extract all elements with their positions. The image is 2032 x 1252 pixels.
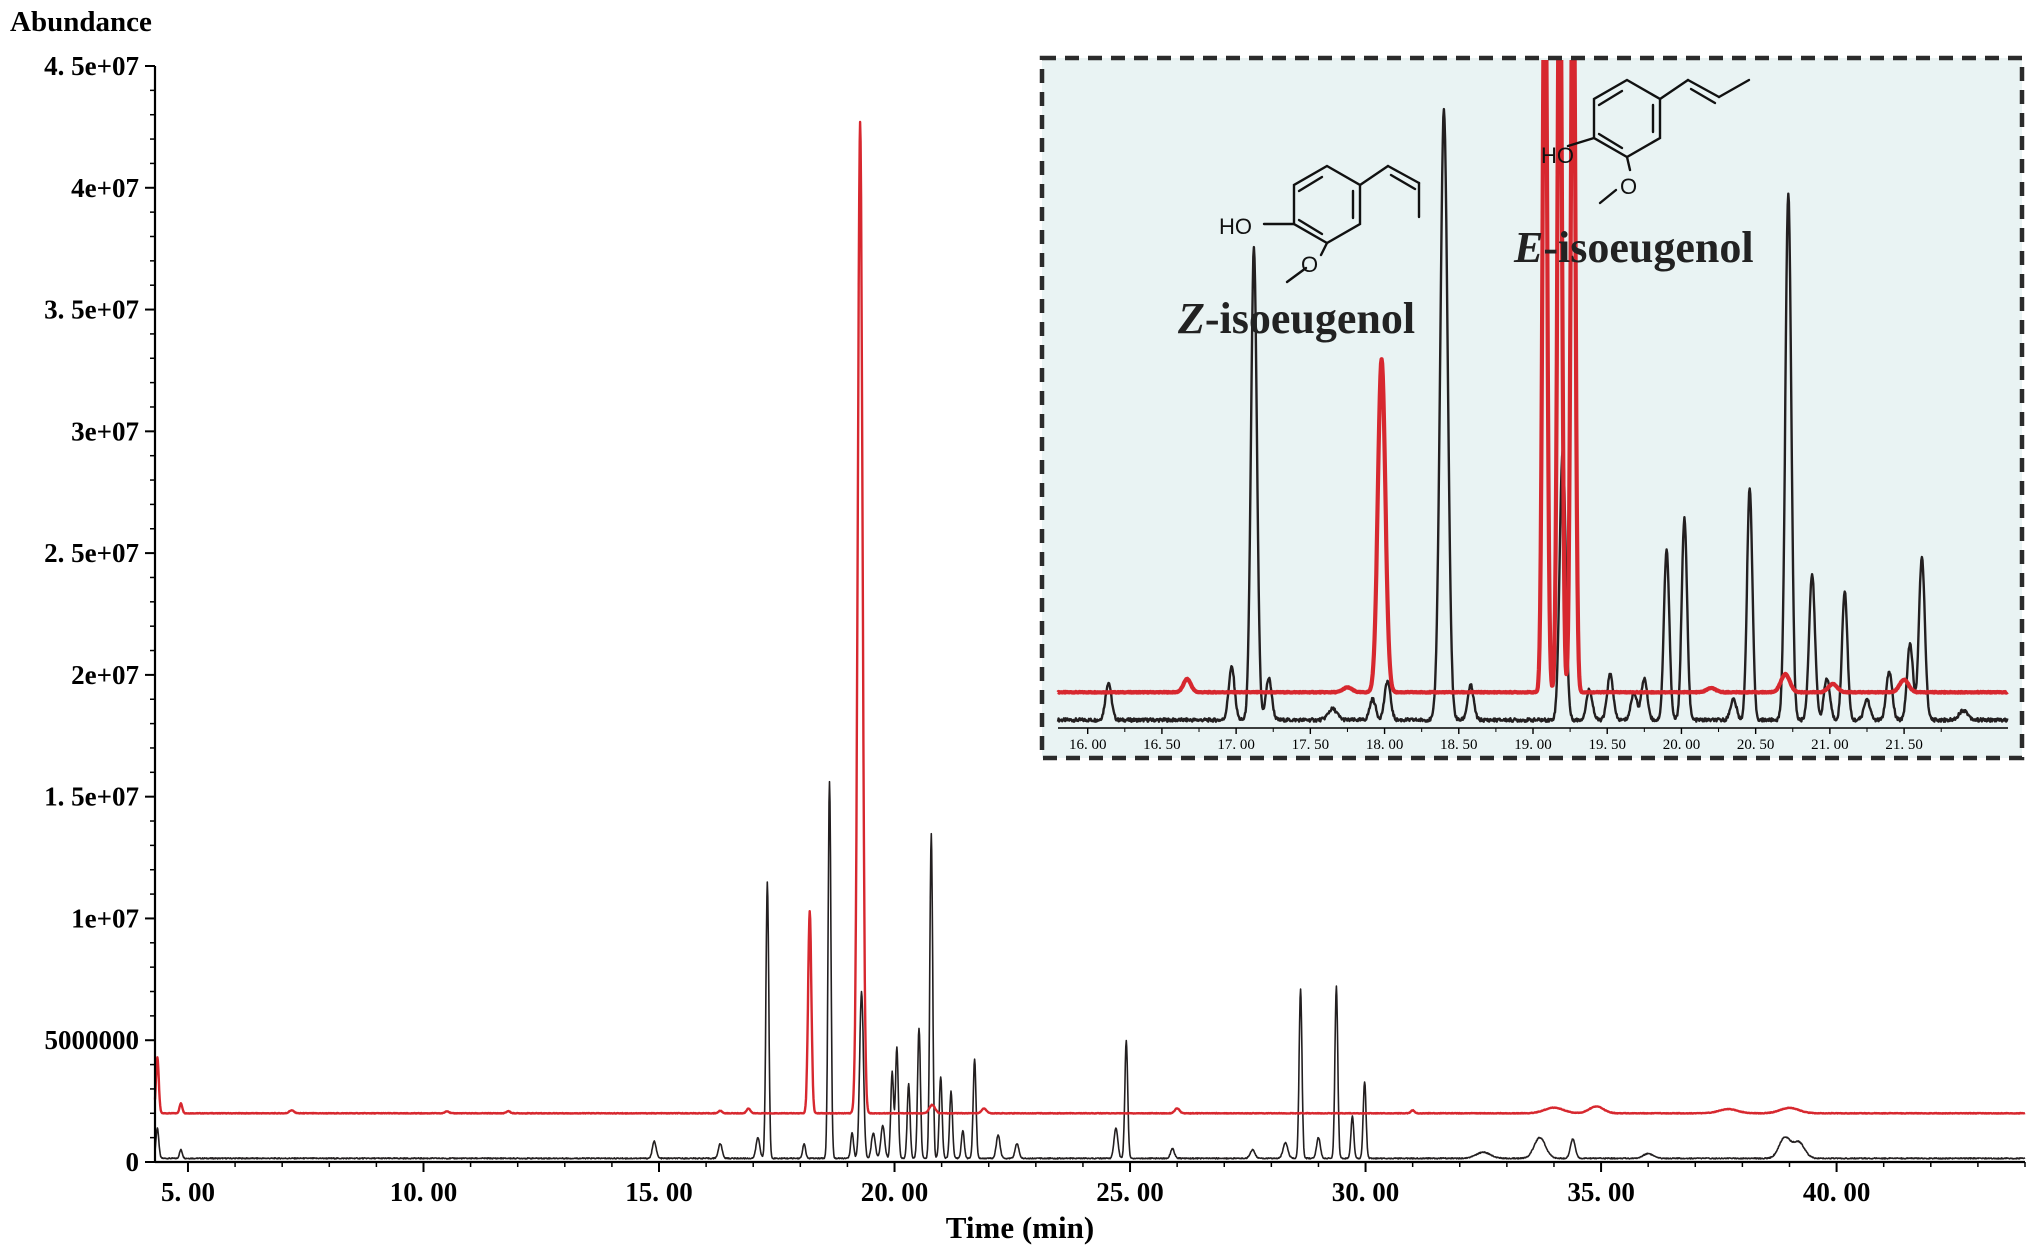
e-suffix: -isoeugenol (1543, 223, 1753, 272)
y-tick-label: 3e+07 (71, 416, 139, 446)
x-tick-label: 30. 00 (1332, 1177, 1400, 1207)
inset-x-tick-label: 20. 00 (1663, 737, 1701, 753)
e-vinyl-bond (1658, 78, 1690, 101)
y-tick-label: 1e+07 (71, 903, 139, 933)
inset-x-tick-label: 17. 00 (1217, 737, 1255, 753)
y-tick-label: 1. 5e+07 (44, 782, 139, 812)
inset-x-tick-label: 18. 00 (1366, 737, 1404, 753)
z-vinyl-bond (1358, 164, 1390, 187)
e-double-bond-1 (1597, 89, 1624, 107)
z-isoeugenol-structure (1262, 164, 1421, 284)
inset-x-axis-ticks: 16. 00 16. 50 17. 00 17. 50 18. 00 18. 50 19. … (1069, 728, 1942, 753)
z-double-bond-1 (1297, 175, 1324, 193)
z-alkene-second (1389, 173, 1417, 191)
z-o-bond (1319, 241, 1329, 257)
z-methoxy-bond (1285, 266, 1308, 284)
x-tick-label: 15. 00 (625, 1177, 693, 1207)
e-hydroxyl-label: HO (1541, 143, 1574, 168)
inset-x-tick-label: 17. 50 (1292, 737, 1330, 753)
e-letter: E (1513, 223, 1543, 272)
x-tick-label: 10. 00 (390, 1177, 458, 1207)
e-methoxy-o-label: O (1620, 174, 1637, 199)
inset-x-tick-label: 21. 50 (1885, 737, 1923, 753)
e-isoeugenol-label: E-isoeugenol (1513, 223, 1754, 272)
x-axis-label: Time (min) (946, 1210, 1094, 1245)
red-sample-trace (153, 120, 2026, 1115)
x-tick-label: 20. 00 (861, 1177, 929, 1207)
inset-x-tick-label: 19. 00 (1514, 737, 1552, 753)
z-double-bond-3 (1297, 218, 1324, 236)
z-suffix: -isoeugenol (1205, 294, 1415, 343)
inset-x-tick-label: 21. 00 (1811, 737, 1849, 753)
z-letter: Z (1177, 294, 1205, 343)
inset-background (1042, 58, 2022, 758)
e-o-bond (1625, 155, 1632, 172)
z-hydroxyl-label: HO (1219, 214, 1252, 239)
e-methyl (1717, 78, 1751, 99)
x-tick-label: 35. 00 (1567, 1177, 1635, 1207)
e-isoeugenol-structure (1566, 78, 1751, 205)
y-tick-label: 4. 5e+07 (44, 51, 139, 81)
inset-x-tick-label: 16. 00 (1069, 737, 1107, 753)
y-tick-label: 2. 5e+07 (44, 538, 139, 568)
y-tick-label: 4e+07 (71, 173, 139, 203)
inset-x-tick-label: 16. 50 (1143, 737, 1181, 753)
inset-traces (1056, 60, 2009, 723)
e-methoxy-bond (1598, 188, 1618, 205)
inset-panel: 16. 00 16. 50 17. 00 17. 50 18. 00 18. 50 19. … (1039, 55, 2025, 761)
black-sample-trace (154, 780, 2026, 1160)
e-alkene (1686, 78, 1721, 99)
y-tick-label: 5000000 (45, 1025, 140, 1055)
z-alkene (1386, 164, 1421, 185)
x-tick-label: 25. 00 (1096, 1177, 1164, 1207)
main-traces (153, 120, 2026, 1160)
e-double-bond-3 (1597, 132, 1624, 150)
inset-red-trace (1056, 60, 2009, 695)
inset-trace-group (1056, 60, 2009, 723)
e-alkene-second (1689, 87, 1717, 105)
inset-x-tick-label: 20. 50 (1737, 737, 1775, 753)
y-axis-label: Abundance (10, 6, 152, 38)
inset-x-tick-label: 18. 50 (1440, 737, 1478, 753)
inset-x-tick-label: 19. 50 (1588, 737, 1626, 753)
z-isoeugenol-label: Z-isoeugenol (1177, 294, 1415, 343)
y-tick-label: 3. 5e+07 (44, 295, 139, 325)
x-tick-label: 40. 00 (1803, 1177, 1871, 1207)
e-oh-bond (1566, 136, 1596, 148)
inset-border (1039, 55, 2025, 761)
y-tick-label: 2e+07 (71, 660, 139, 690)
z-methoxy-o-label: O (1301, 252, 1318, 277)
y-tick-label: 0 (126, 1147, 140, 1177)
inset-black-trace (1056, 107, 2009, 723)
x-tick-label: 5. 00 (161, 1177, 215, 1207)
y-axis-ticks: 0 5000000 1e+07 1. 5e+07 2e+07 2. 5e+07 3e+07 3… (44, 51, 155, 1177)
